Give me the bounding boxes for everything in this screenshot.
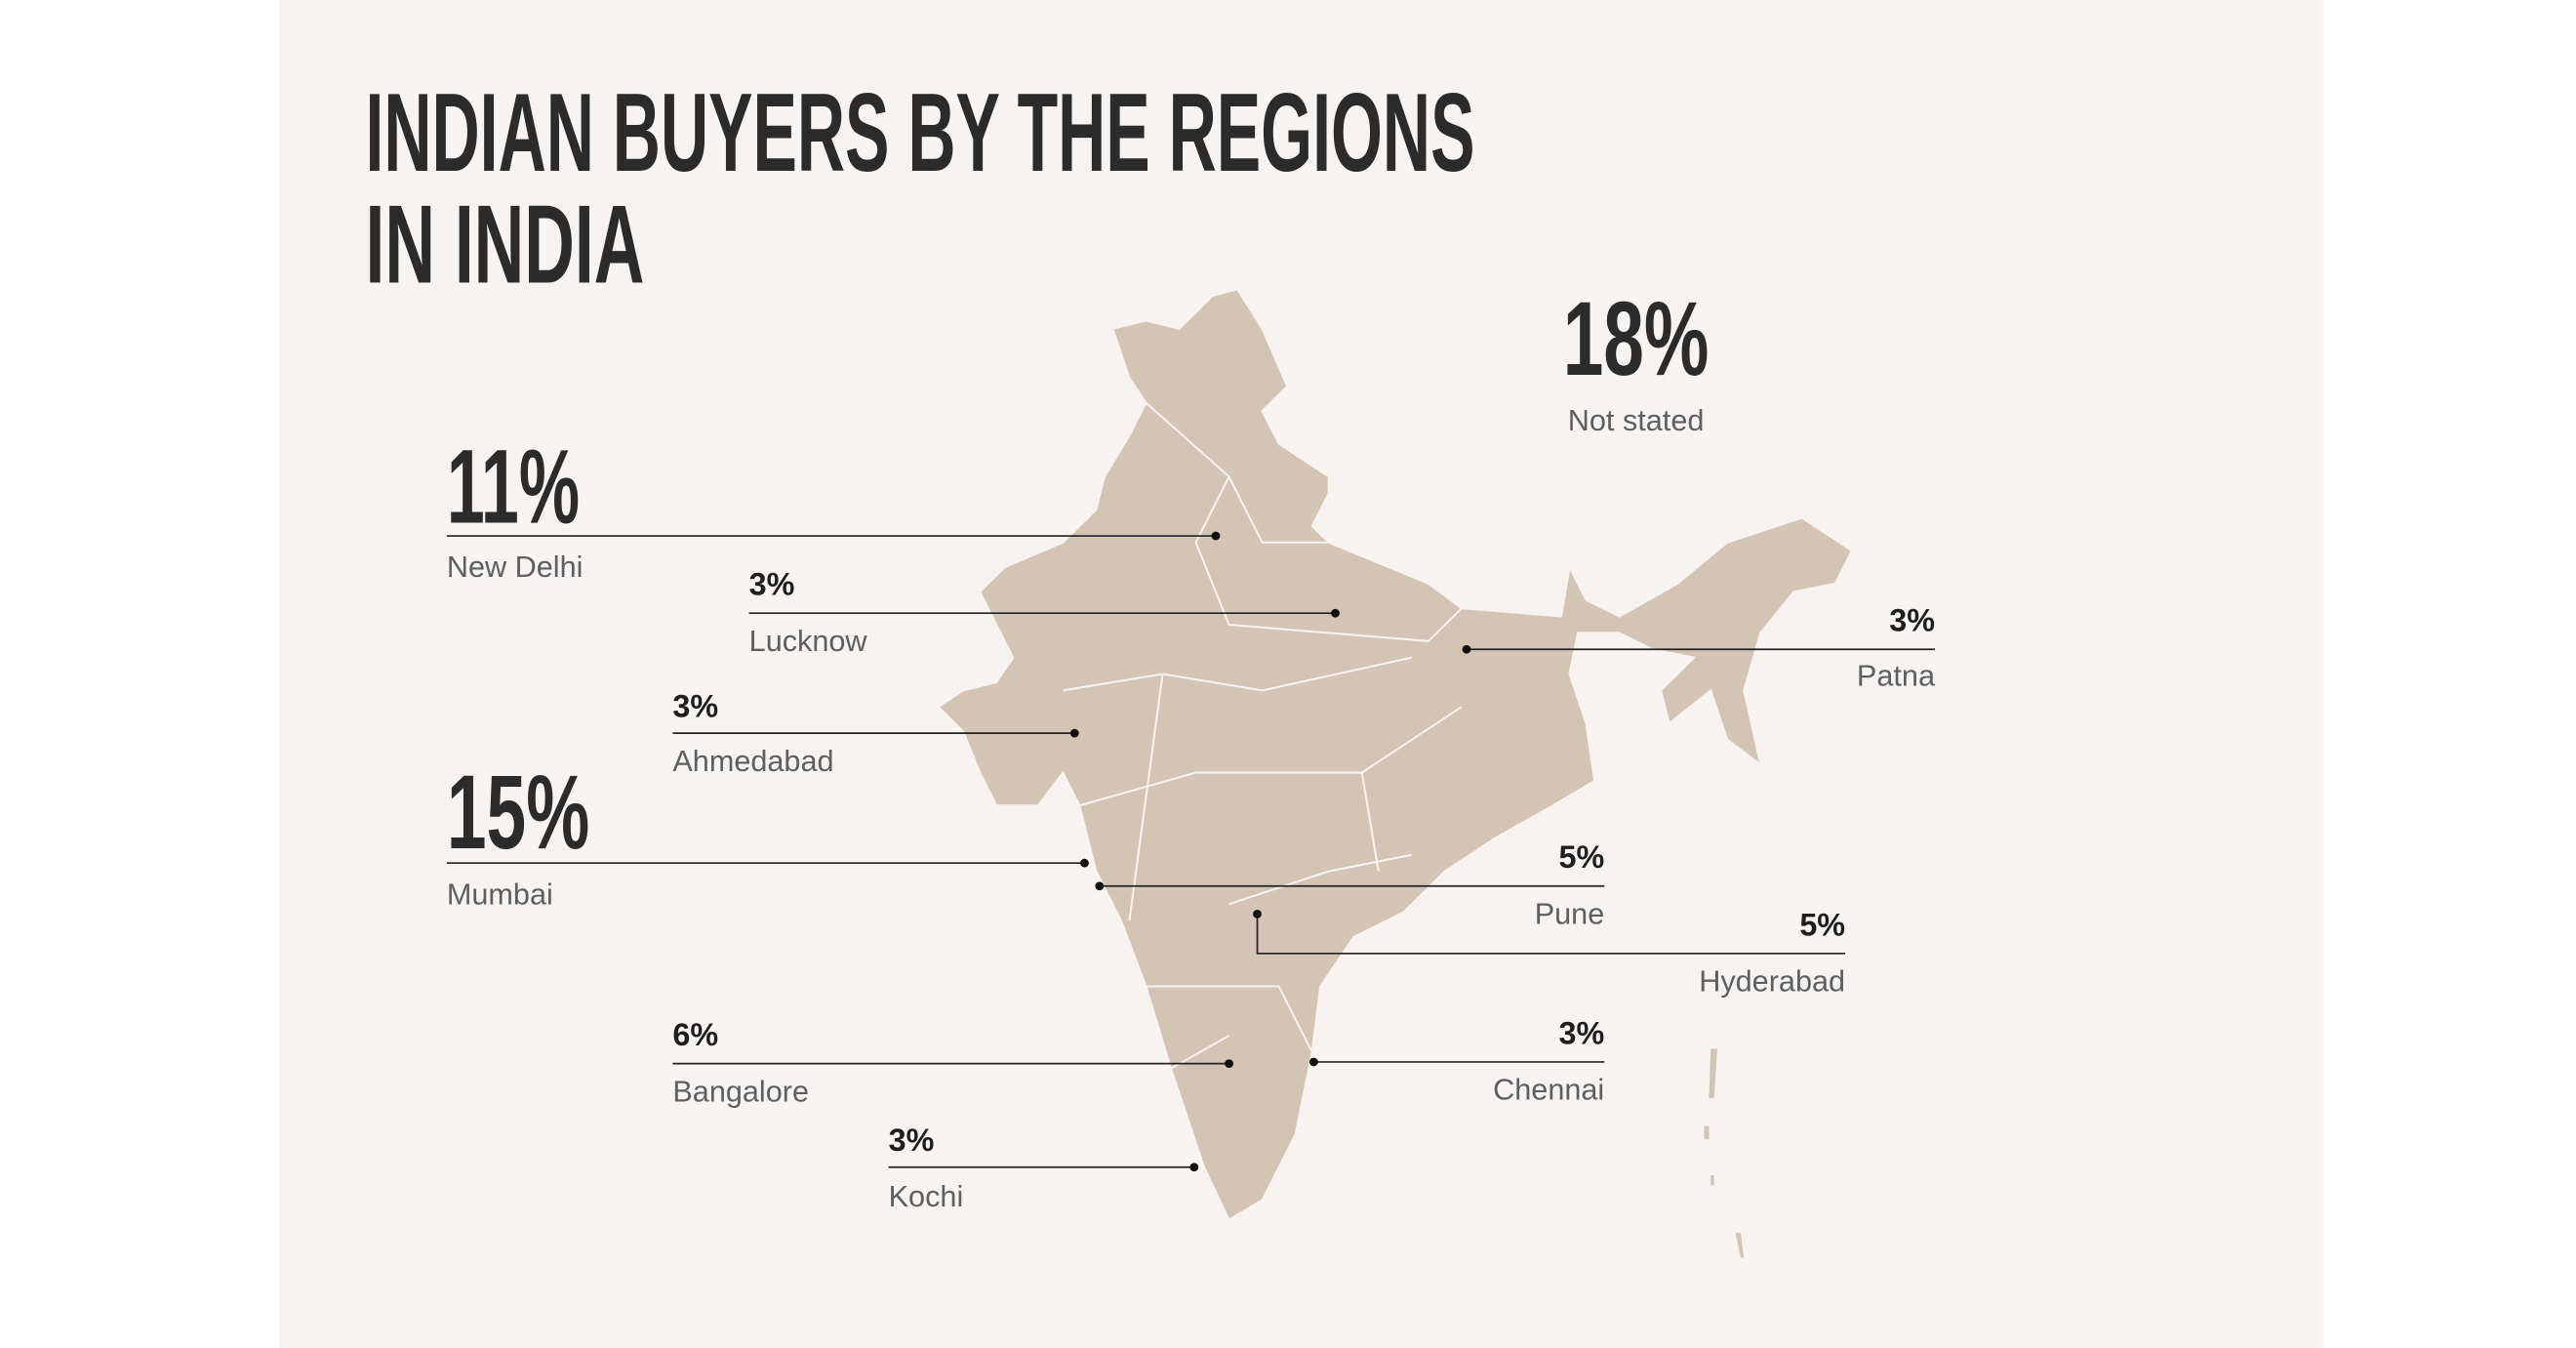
share-value: 3% <box>749 567 795 602</box>
location-dot <box>1308 1057 1318 1067</box>
region-name: Kochi <box>889 1180 964 1213</box>
title-line: INDIAN BUYERS BY THE REGIONS <box>365 71 1474 195</box>
title-line: IN INDIA <box>365 183 644 306</box>
region-name: Hyderabad <box>1699 965 1845 999</box>
location-dot <box>1095 881 1105 891</box>
region-name: Patna <box>1857 659 1935 692</box>
region-labels: 18% Not stated 11% New Delhi 3% Lucknow 3% Patn… <box>446 280 1935 1213</box>
region-name: New Delhi <box>447 551 584 584</box>
share-value: 3% <box>672 688 718 723</box>
location-dot <box>1225 1059 1234 1069</box>
region-name: Lucknow <box>749 625 868 658</box>
region-name: Not stated <box>1568 404 1705 437</box>
location-dot <box>1080 858 1089 868</box>
region-name: Ahmedabad <box>672 745 833 778</box>
region-name: Chennai <box>1493 1074 1604 1107</box>
leader-line <box>1256 914 1846 955</box>
region-name: Pune <box>1535 898 1605 931</box>
share-value: 18% <box>1563 280 1710 397</box>
share-value: 3% <box>889 1123 935 1158</box>
location-dot <box>1253 910 1262 919</box>
india-map <box>937 288 1854 1258</box>
share-value: 5% <box>1799 907 1845 942</box>
share-value: 6% <box>672 1017 718 1052</box>
share-value: 5% <box>1559 839 1605 875</box>
location-dot <box>1462 644 1471 654</box>
location-dot <box>1211 531 1221 541</box>
andaman-islands <box>1704 1048 1745 1258</box>
share-value: 15% <box>447 754 589 871</box>
location-dot <box>1331 608 1340 618</box>
share-value: 3% <box>1559 1016 1605 1051</box>
share-value: 11% <box>447 428 580 545</box>
share-value: 3% <box>1889 603 1935 638</box>
state-borders <box>1063 401 1463 1070</box>
location-dot <box>1069 728 1079 738</box>
location-dot <box>1189 1163 1199 1172</box>
region-name: Mumbai <box>447 878 553 911</box>
region-name: Bangalore <box>672 1076 809 1109</box>
